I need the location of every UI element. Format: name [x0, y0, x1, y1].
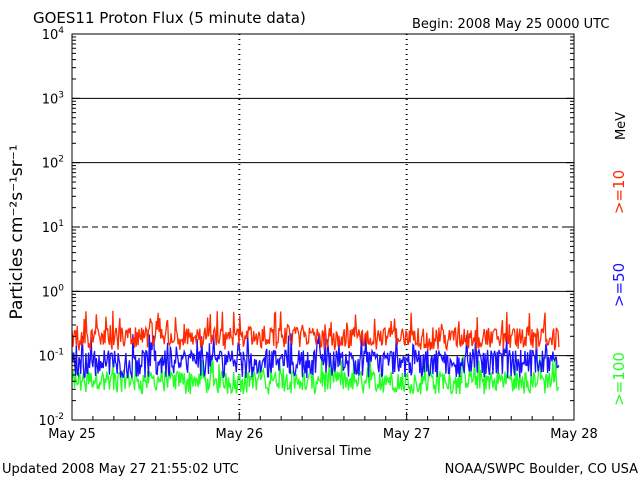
x-tick-label: May 28 [550, 427, 598, 442]
y-axis-label: Particles cm⁻²s⁻¹sr⁻¹ [7, 144, 27, 319]
y-tick-label: 104 [42, 26, 65, 43]
y-tick-label: 100 [42, 283, 65, 300]
y-axis-ticks: 10-2 10-1 100 101 102 103 104 [38, 26, 574, 429]
legend-entry-ge50: >=50 [610, 263, 628, 307]
y-tick-label: 10-1 [38, 348, 64, 365]
begin-label: Begin: 2008 May 25 0000 UTC [412, 17, 609, 32]
updated-timestamp: Updated 2008 May 27 21:55:02 UTC [2, 462, 239, 477]
x-tick-label: May 27 [383, 427, 431, 442]
series-line-0 [71, 310, 560, 352]
legend-unit: MeV [614, 112, 629, 140]
y-tick-label: 101 [42, 219, 64, 236]
series-line-2 [71, 355, 560, 396]
chart-title: GOES11 Proton Flux (5 minute data) [33, 9, 306, 27]
legend-entry-ge100: >=100 [610, 352, 628, 406]
legend-entry-ge10: >=10 [610, 170, 628, 214]
x-axis-ticks: May 25 May 26 May 27 May 28 [48, 412, 598, 442]
x-tick-label: May 26 [216, 427, 264, 442]
y-tick-label: 102 [42, 155, 64, 172]
series-layer [71, 310, 560, 396]
x-axis-label: Universal Time [275, 444, 372, 459]
source-credit: NOAA/SWPC Boulder, CO USA [445, 462, 638, 477]
y-tick-label: 10-2 [38, 412, 64, 429]
y-tick-label: 103 [42, 90, 64, 107]
x-tick-label: May 25 [48, 427, 96, 442]
